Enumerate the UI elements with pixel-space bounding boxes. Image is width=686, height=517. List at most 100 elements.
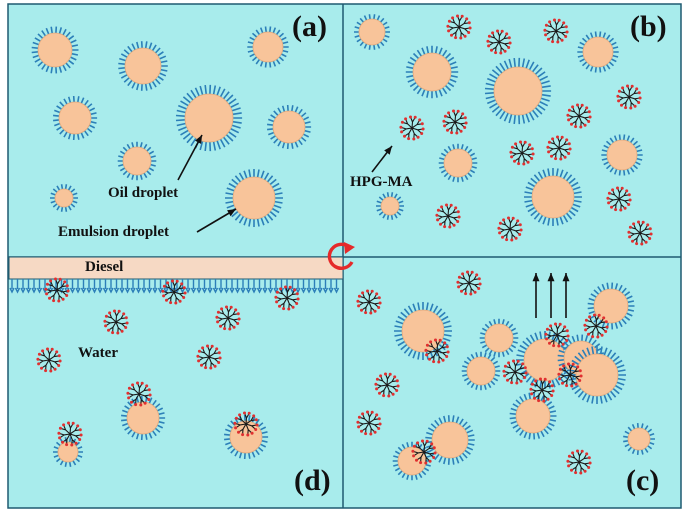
polymer-end-group xyxy=(533,396,536,400)
polymer-end-group xyxy=(500,29,504,33)
diesel-layer xyxy=(8,256,344,280)
polymer-end-group xyxy=(37,362,41,366)
hpg-ma-molecule xyxy=(424,338,450,364)
hpg-ma-molecule xyxy=(544,322,570,348)
polymer-end-group xyxy=(543,377,547,381)
polymer-end-group xyxy=(553,18,556,22)
polymer-end-group xyxy=(627,203,631,206)
polymer-end-group xyxy=(515,381,519,385)
polymer-end-group xyxy=(62,423,66,427)
polymer-end-group xyxy=(234,308,238,312)
polymer-end-group xyxy=(255,423,259,427)
oil-droplet xyxy=(401,309,445,353)
polymer-branches xyxy=(457,271,481,295)
polymer-end-group xyxy=(548,341,551,345)
polymer-end-group xyxy=(61,297,65,301)
emulsion-droplet xyxy=(175,84,243,152)
polymer-end-group xyxy=(116,331,120,335)
polymer-end-group xyxy=(436,218,440,222)
surfactant-tails xyxy=(425,415,475,465)
polymer-end-group xyxy=(52,299,56,303)
polymer-end-group xyxy=(124,316,128,320)
polymer-end-group xyxy=(393,375,397,379)
polymer-end-group xyxy=(104,324,108,328)
polymer-end-group xyxy=(412,444,416,448)
polymer-end-group xyxy=(584,328,588,332)
hpg-ma-molecule xyxy=(399,115,425,141)
hpg-ma-molecule xyxy=(606,186,632,212)
hpg-ma-molecule xyxy=(274,285,300,311)
oil-droplet xyxy=(575,353,619,397)
polymer-end-group xyxy=(461,272,465,276)
polymer-end-group xyxy=(498,221,502,225)
water-label: Water xyxy=(78,345,118,361)
polymer-end-group xyxy=(440,205,444,209)
polymer-end-group xyxy=(567,142,571,146)
polymer-end-group xyxy=(161,289,165,293)
polymer-end-group xyxy=(122,312,126,316)
polymer-end-group xyxy=(503,374,507,378)
polymer-end-group xyxy=(53,367,57,371)
polymer-end-group xyxy=(209,366,213,370)
polymer-end-group xyxy=(206,344,209,348)
polymer-end-group xyxy=(604,320,608,324)
polymer-end-group xyxy=(542,399,546,403)
oil-droplet xyxy=(484,323,514,353)
polymer-end-group xyxy=(568,147,572,151)
polymer-end-group xyxy=(604,330,608,333)
hpg-ma-arrow xyxy=(371,145,393,173)
polymer-end-group xyxy=(460,289,463,293)
polymer-end-group xyxy=(587,332,590,336)
hpg-ma-molecule xyxy=(44,277,70,303)
polymer-end-group xyxy=(104,314,108,318)
polymer-end-group xyxy=(178,299,182,303)
polymer-end-group xyxy=(465,17,469,21)
polymer-end-group xyxy=(175,279,179,283)
polymer-end-group xyxy=(632,222,636,226)
polymer-end-group xyxy=(460,14,464,18)
polymer-end-group xyxy=(432,360,436,364)
polymer-end-group xyxy=(243,411,246,415)
polymer-end-group xyxy=(247,411,251,415)
polymer-branches xyxy=(567,104,591,128)
polymer-end-group xyxy=(445,345,449,349)
oil-droplet xyxy=(493,66,543,116)
hpg-ma-molecule xyxy=(497,216,523,242)
polymer-end-group xyxy=(548,20,552,24)
polymer-branches xyxy=(58,422,82,446)
polymer-end-group xyxy=(360,429,363,433)
polymer-end-group xyxy=(464,292,468,296)
polymer-end-group xyxy=(519,228,523,232)
polymer-end-group xyxy=(550,394,554,397)
polymer-end-group xyxy=(356,299,360,303)
polymer-end-group xyxy=(428,459,432,463)
surfactant-tails xyxy=(623,423,655,455)
polymer-end-group xyxy=(610,205,613,209)
emulsion-droplet-arrow xyxy=(196,208,237,233)
polymer-end-group xyxy=(459,36,463,40)
polymer-end-group xyxy=(275,290,279,294)
polymer-end-group xyxy=(619,208,623,212)
polymer-end-group xyxy=(375,377,379,381)
polymer-branches xyxy=(275,286,299,310)
polymer-end-group xyxy=(204,366,208,370)
polymer-end-group xyxy=(370,289,374,293)
polymer-end-group xyxy=(291,305,295,309)
polymer-end-group xyxy=(574,382,578,386)
arrow-head xyxy=(227,209,236,217)
polymer-end-group xyxy=(546,397,550,401)
polymer-end-group xyxy=(78,438,82,441)
emulsion-droplet xyxy=(425,415,475,465)
polymer-end-group xyxy=(556,40,560,44)
polymer-end-group xyxy=(567,454,571,458)
polymer-end-group xyxy=(165,298,168,302)
hpg-ma-molecule xyxy=(356,410,382,436)
polymer-end-group xyxy=(413,115,417,119)
polymer-end-group xyxy=(554,157,558,161)
oil-droplet xyxy=(122,146,152,176)
polymer-end-group xyxy=(507,46,511,49)
polymer-end-group xyxy=(491,31,495,35)
polymer-end-group xyxy=(641,220,645,224)
polymer-end-group xyxy=(225,305,228,309)
polymer-end-group xyxy=(574,125,578,129)
